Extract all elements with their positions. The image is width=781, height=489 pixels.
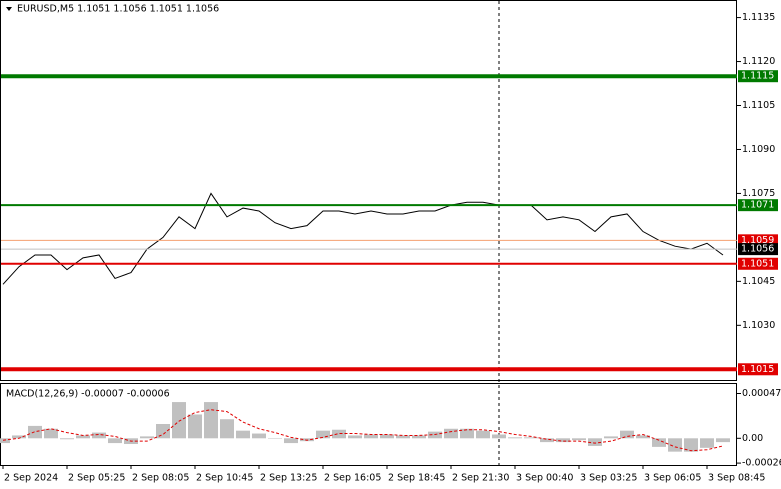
- level-label: 1.1015: [741, 364, 774, 375]
- macd-bar: [492, 434, 506, 439]
- macd-frame: [0, 383, 737, 466]
- macd-bar: [652, 438, 666, 447]
- macd-bar: [204, 402, 218, 439]
- macd-bar: [412, 435, 426, 439]
- macd-bar: [332, 429, 346, 439]
- macd-bar: [476, 430, 490, 439]
- main-frame: [0, 0, 737, 381]
- macd-bar: [172, 402, 186, 439]
- macd-bar: [108, 438, 122, 444]
- menu-arrow: [6, 7, 12, 11]
- level-label: 1.1071: [741, 200, 774, 211]
- level-label: 1.1115: [741, 71, 774, 82]
- macd-bar: [380, 434, 394, 439]
- x-tick-label: 2 Sep 2024: [4, 473, 58, 484]
- y-tick-label: 1.1135: [742, 12, 775, 23]
- macd-bar: [716, 438, 730, 443]
- macd-title: MACD(12,26,9) -0.00007 -0.00006: [6, 389, 170, 400]
- macd-bar: [364, 434, 378, 439]
- x-tick-label: 2 Sep 13:25: [260, 473, 317, 484]
- chart-title: EURUSD,M5 1.1051 1.1056 1.1051 1.1056: [17, 4, 219, 15]
- x-tick-label: 3 Sep 00:40: [516, 473, 573, 484]
- macd-bar: [588, 438, 602, 446]
- level-label-bg: [738, 199, 778, 212]
- macd-bar: [684, 438, 698, 452]
- level-label: 1.1051: [741, 258, 774, 269]
- y-tick-label: 0.00: [742, 433, 763, 444]
- macd-bar: [156, 424, 170, 439]
- y-tick-label: 1.1105: [742, 100, 775, 111]
- x-tick-label: 3 Sep 03:25: [580, 473, 637, 484]
- macd-bar: [348, 435, 362, 439]
- price-line: [2, 192, 724, 285]
- macd-bar: [76, 435, 90, 439]
- macd-bar: [540, 438, 554, 443]
- x-tick-label: 2 Sep 05:25: [68, 473, 125, 484]
- macd-bar: [188, 414, 202, 439]
- macd-bar: [44, 428, 58, 439]
- macd-bar: [268, 438, 282, 439]
- macd-bar: [524, 437, 538, 439]
- macd-bar: [0, 438, 10, 444]
- x-tick-label: 2 Sep 08:05: [132, 473, 189, 484]
- macd-bar: [460, 428, 474, 439]
- macd-bar: [444, 428, 458, 439]
- macd-bar: [604, 436, 618, 439]
- signal-line: [2, 409, 724, 452]
- macd-bar: [92, 432, 106, 439]
- x-tick-label: 2 Sep 16:05: [324, 473, 381, 484]
- macd-bar: [508, 437, 522, 439]
- ask-label: 1.1059: [741, 235, 774, 246]
- macd-bar: [396, 435, 410, 439]
- macd-bar: [636, 435, 650, 439]
- level-label-bg: [738, 257, 778, 270]
- x-tick-label: 2 Sep 18:45: [388, 473, 445, 484]
- macd-bar: [60, 438, 74, 440]
- x-tick-label: 3 Sep 08:45: [708, 473, 765, 484]
- bid-label: 1.1056: [741, 244, 774, 255]
- x-tick-label: 3 Sep 06:05: [644, 473, 701, 484]
- macd-bar: [620, 430, 634, 439]
- x-tick-label: 2 Sep 21:30: [452, 473, 509, 484]
- macd-bar: [668, 438, 682, 452]
- macd-bar: [28, 425, 42, 439]
- y-tick-label: 1.1030: [742, 320, 775, 331]
- y-tick-label: 1.1120: [742, 56, 775, 67]
- x-tick-label: 2 Sep 10:45: [196, 473, 253, 484]
- macd-bar: [140, 436, 154, 439]
- macd-bar: [700, 438, 714, 448]
- macd-bar: [236, 430, 250, 439]
- y-tick-label: 1.1090: [742, 144, 775, 155]
- macd-bar: [252, 433, 266, 439]
- y-tick-label: 1.1045: [742, 276, 775, 287]
- level-label-bg: [738, 70, 778, 83]
- bid-label-bg: [738, 243, 778, 256]
- y-tick-label: 1.1075: [742, 188, 775, 199]
- macd-bar: [220, 419, 234, 439]
- macd-bar: [572, 438, 586, 441]
- y-tick-label: -0.00026: [742, 458, 781, 469]
- macd-bar: [316, 430, 330, 439]
- y-tick-label: 0.00047: [742, 388, 781, 399]
- macd-bar: [556, 438, 570, 443]
- macd-bar: [284, 438, 298, 444]
- level-label-bg: [738, 363, 778, 376]
- macd-bar: [12, 435, 26, 439]
